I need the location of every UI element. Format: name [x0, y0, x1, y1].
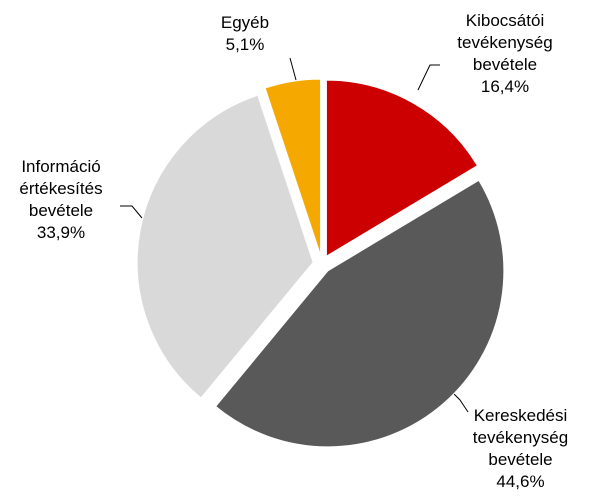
slice-label: Információ értékesítés bevétele 33,9% — [2, 156, 120, 244]
value-label: 44,6% — [496, 472, 545, 491]
pie-slice — [214, 179, 505, 448]
value-label: 5,1% — [225, 35, 265, 54]
pie-slice — [325, 79, 479, 258]
slice-label: Kibocsátói tevékenység bevétele 16,4% — [445, 10, 565, 98]
slice-label: Egyéb 5,1% — [200, 12, 290, 56]
value-label: 16,4% — [480, 77, 530, 96]
value-label: 33,9% — [36, 223, 86, 242]
pie-slice — [136, 94, 314, 399]
category-name: Kereskedési tevékenység bevétele — [472, 406, 569, 469]
slice-label: Kereskedési tevékenység bevétele 44,6% — [458, 405, 583, 493]
leader-line — [120, 205, 143, 219]
pie-slice — [264, 78, 322, 256]
leader-line — [289, 57, 297, 81]
category-name: Kibocsátói tevékenység bevétele — [457, 11, 553, 74]
leader-line — [417, 64, 440, 91]
category-name: Információ értékesítés bevétele — [19, 157, 103, 220]
category-name: Egyéb — [220, 13, 270, 32]
